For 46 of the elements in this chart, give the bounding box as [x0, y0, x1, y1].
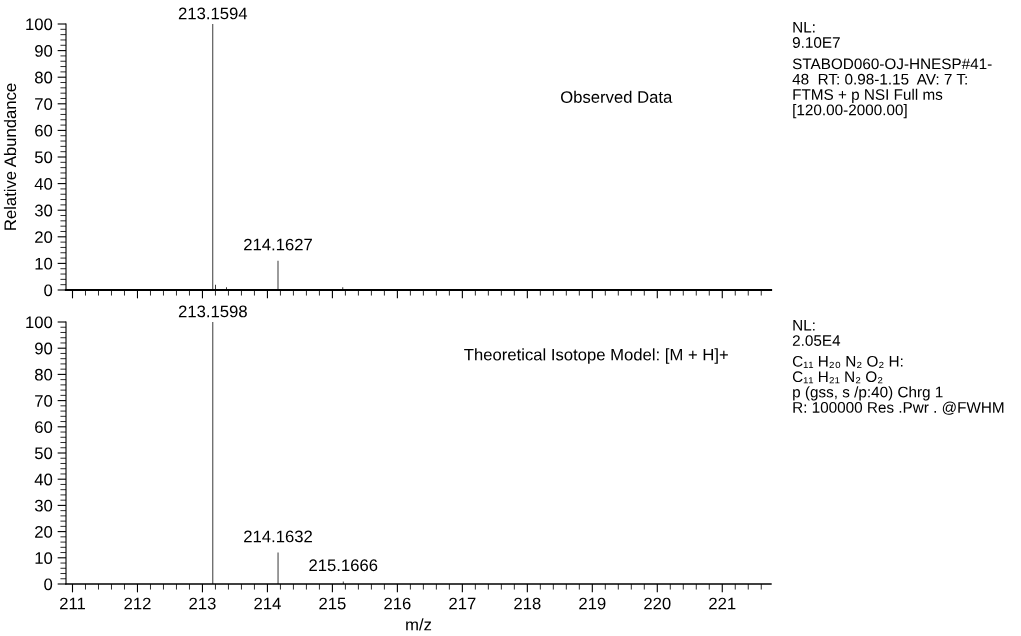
text: NL: 2.05E4 [792, 319, 841, 346]
x-tick-label: 219 [579, 597, 606, 610]
y-tick-label: 30 [34, 499, 53, 512]
y-tick-label: 20 [35, 526, 53, 538]
y-tick-label: 10 [35, 552, 53, 564]
y-tick-label: 50 [34, 151, 53, 164]
annotation: Theoretical Isotope Model: [M + H]+ [464, 348, 728, 364]
y-tick-label: 40 [34, 178, 53, 190]
annotation: 213.1598 [178, 305, 247, 318]
x-tick-label: 217 [449, 597, 476, 610]
annotation: 213.1594 [178, 7, 248, 20]
y-tick-label: 60 [35, 421, 53, 433]
y-tick-label: 80 [34, 368, 53, 381]
y-tick-label: 70 [35, 395, 53, 407]
y-tick-label: 100 [26, 18, 53, 31]
y-tick-label: 10 [35, 257, 53, 270]
x-tick-label: 211 [60, 597, 85, 610]
x-tick-label: 213 [189, 597, 216, 610]
x-axis-title: m/z [406, 618, 432, 631]
y-axis-title: Relative Abundance [3, 83, 17, 230]
annotation: 215.1666 [309, 559, 378, 572]
x-tick-label: 220 [644, 597, 671, 610]
y-tick-label: 100 [26, 316, 53, 329]
x-tick-label: 212 [124, 597, 151, 610]
y-tick-label: 0 [44, 284, 53, 297]
x-tick-label: 218 [514, 597, 541, 610]
annotation: 214.1632 [244, 530, 312, 543]
text: C₁₁ H₂₀ N₂ O₂ H: C₁₁ H₂₁ N₂ O₂ p (gss, s /p:40) Chrg 1 R: 100000 Res .Pwr . @FWHM [792, 355, 1004, 415]
y-tick-label: 80 [34, 71, 53, 84]
x-tick-label: 221 [709, 597, 736, 610]
text: STABOD060-OJ-HNESP#41- 48 RT: 0.98-1.15 AV: 7 T: FTMS + p NSI Full ms [120.00-2000.00] [792, 58, 992, 119]
x-tick-label: 214 [254, 597, 281, 610]
annotation: Observed Data [561, 90, 673, 103]
x-tick-label: 216 [384, 597, 411, 610]
y-tick-label: 50 [34, 447, 53, 460]
y-tick-label: 90 [35, 342, 53, 355]
y-tick-label: 40 [34, 473, 53, 486]
y-tick-label: 70 [35, 98, 53, 110]
y-tick-label: 60 [35, 124, 53, 137]
y-tick-label: 90 [35, 45, 53, 57]
annotation: 214.1627 [244, 238, 312, 251]
y-tick-label: 20 [35, 231, 53, 243]
y-tick-label: 30 [34, 204, 53, 217]
text: NL: 9.10E7 [792, 21, 840, 48]
y-tick-label: 0 [44, 578, 53, 591]
x-tick-label: 215 [319, 597, 346, 610]
